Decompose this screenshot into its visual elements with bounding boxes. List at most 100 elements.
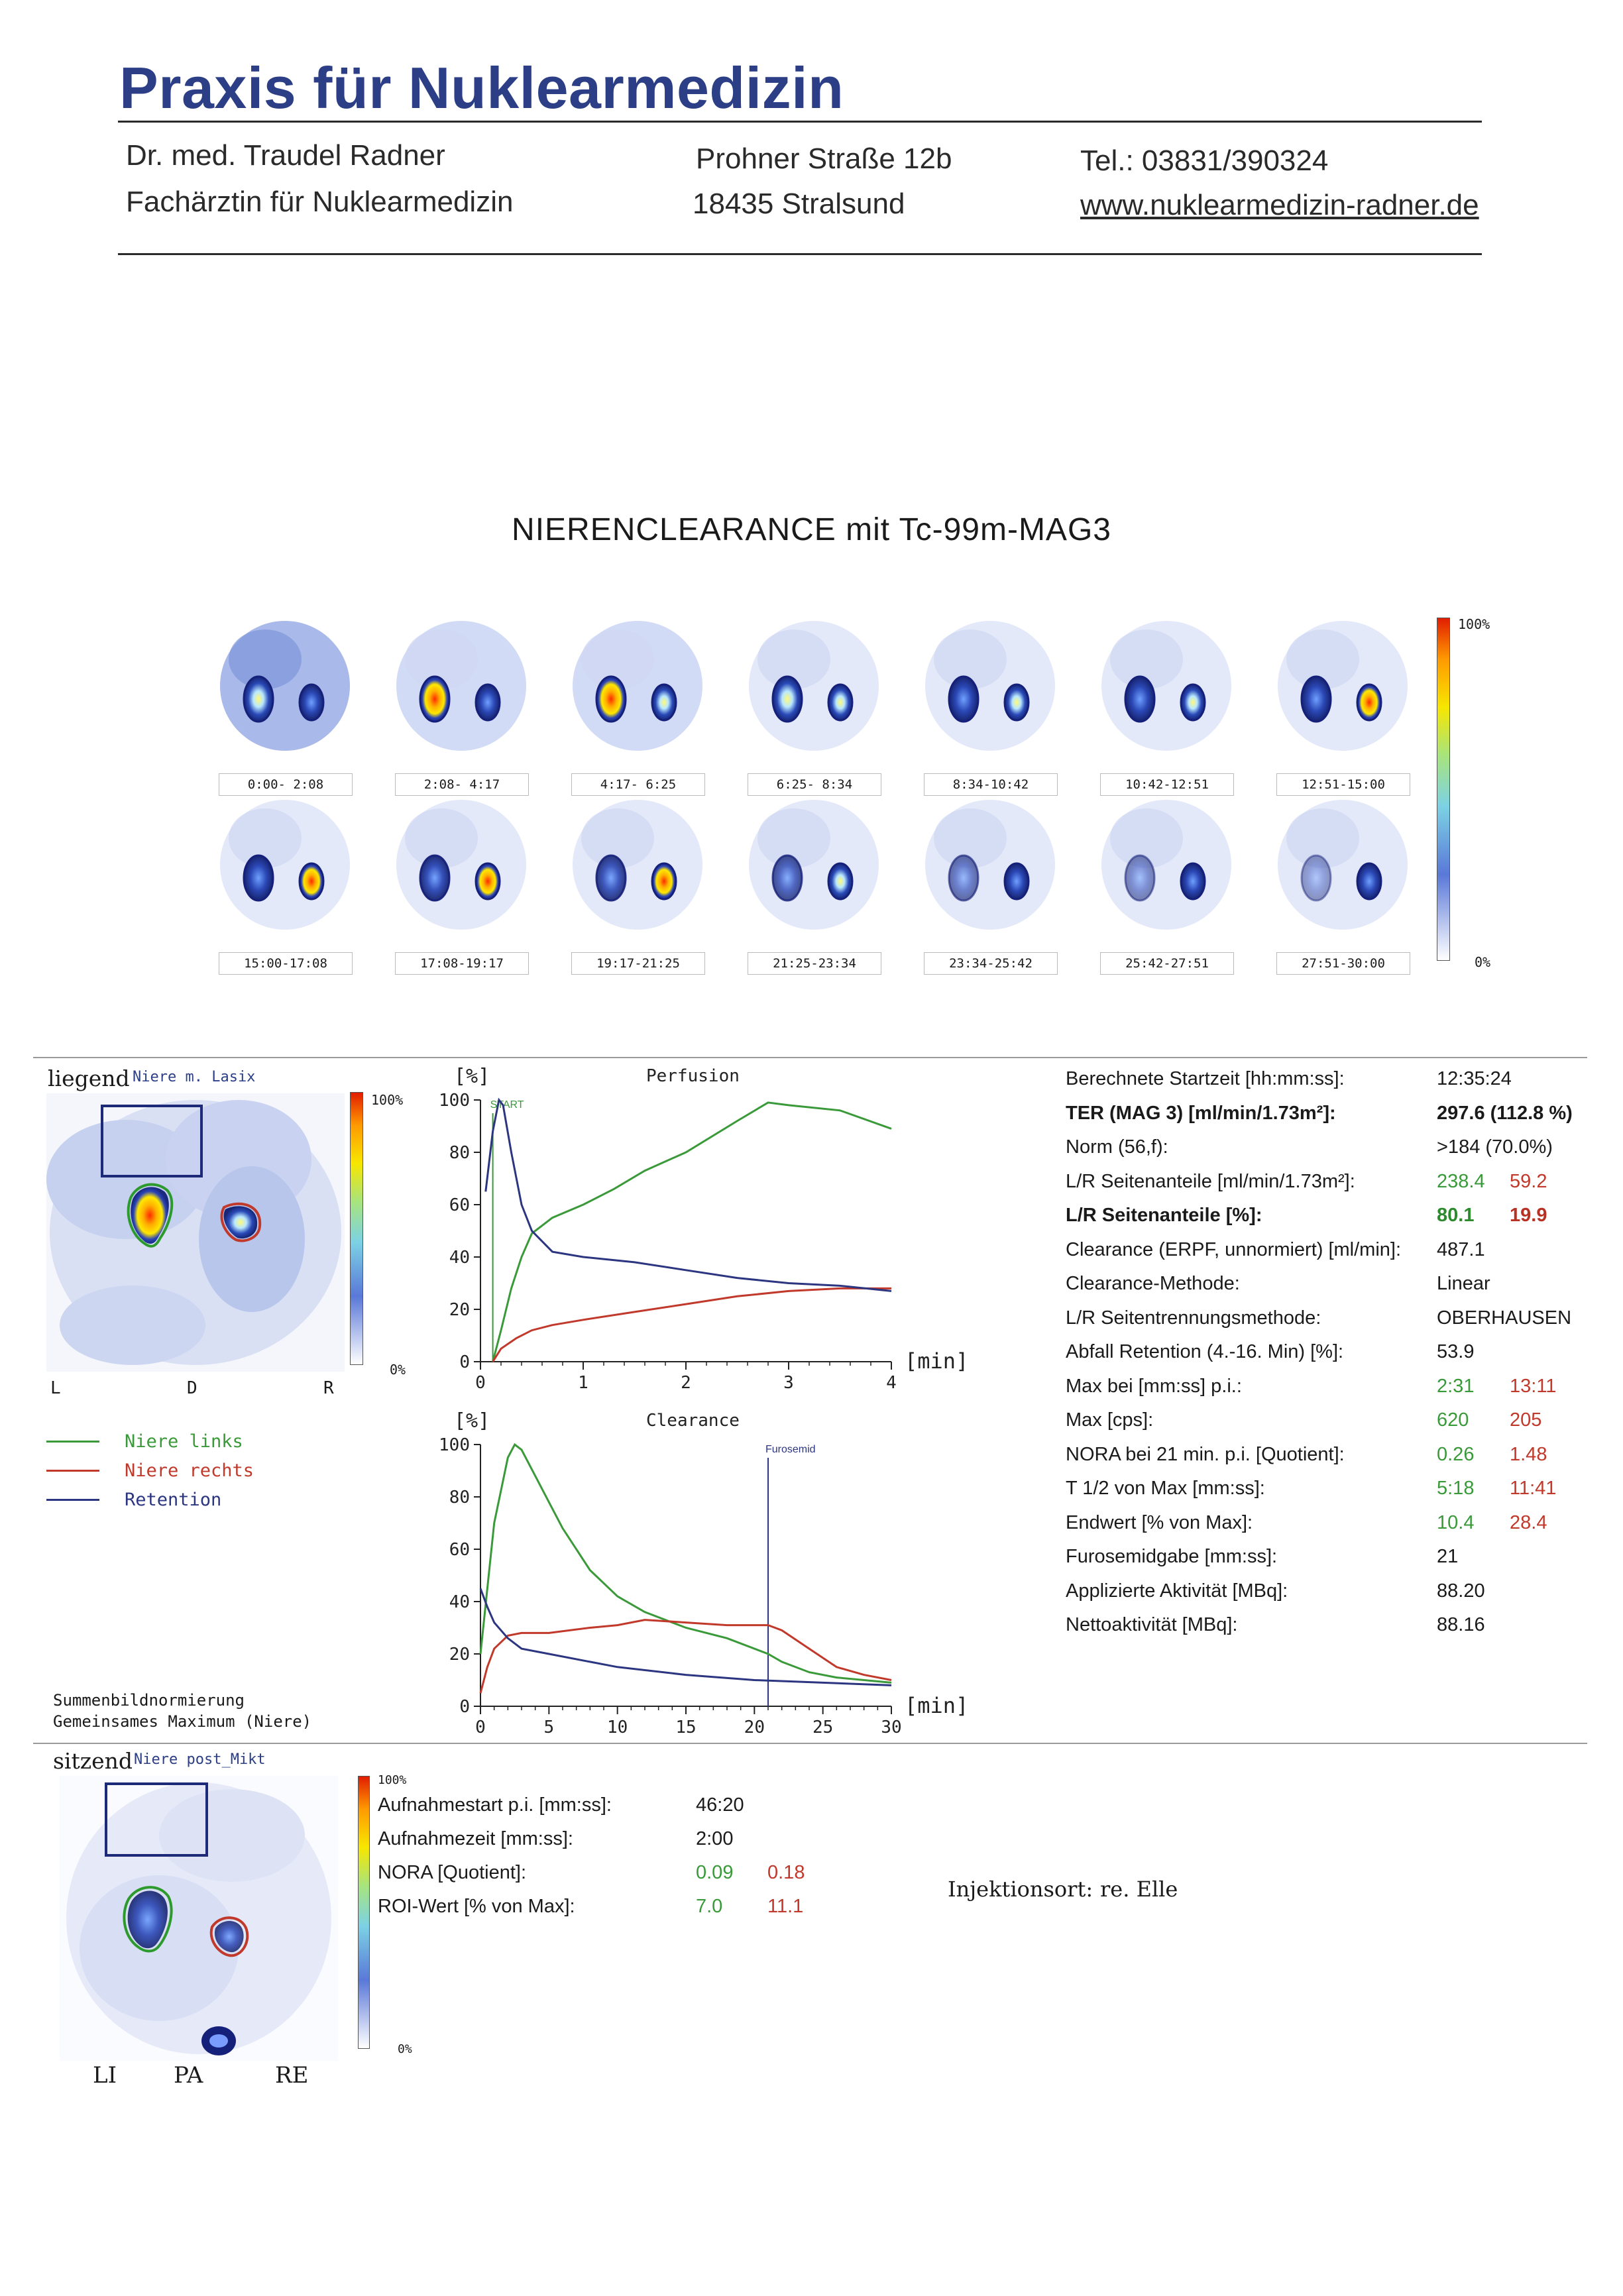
sitting-value: 46:20 bbox=[696, 1794, 744, 1816]
sequence-frame bbox=[219, 620, 351, 785]
x-tick-label: 15 bbox=[675, 1718, 696, 1737]
image-label: Niere m. Lasix bbox=[133, 1069, 256, 1085]
legend-swatch bbox=[46, 1499, 99, 1501]
result-label: Berechnete Startzeit [hh:mm:ss]: bbox=[1066, 1068, 1345, 1089]
frame-time-label: 15:00-17:08 bbox=[219, 952, 353, 975]
frame-time-label: 25:42-27:51 bbox=[1100, 952, 1234, 975]
result-value: 620 bbox=[1437, 1409, 1469, 1431]
sitting-kidney-image bbox=[60, 1776, 338, 2061]
website-link[interactable]: www.nuklearmedizin-radner.de bbox=[1080, 189, 1479, 221]
frame-time-label: 10:42-12:51 bbox=[1100, 773, 1234, 796]
frame-image bbox=[573, 800, 702, 930]
x-tick-label: 1 bbox=[578, 1373, 588, 1393]
legend-label: Niere links bbox=[125, 1431, 243, 1452]
practice-name: Praxis für Nuklearmedizin bbox=[119, 55, 844, 121]
legend-item: Retention bbox=[46, 1490, 221, 1510]
supine-scale-max: 100% bbox=[371, 1092, 404, 1108]
marker-label: START bbox=[490, 1099, 524, 1111]
result-label: Endwert [% von Max]: bbox=[1066, 1511, 1253, 1533]
sitting-label: Aufnahmestart p.i. [mm:ss]: bbox=[378, 1794, 612, 1816]
result-label: L/R Seitenanteile [%]: bbox=[1066, 1205, 1262, 1226]
result-value: >184 (70.0%) bbox=[1437, 1136, 1553, 1158]
result-value: 10.4 bbox=[1437, 1511, 1475, 1533]
series-line bbox=[484, 1097, 892, 1292]
sitting-scale-max: 100% bbox=[378, 1773, 407, 1787]
result-label: L/R Seitentrennungsmethode: bbox=[1066, 1307, 1321, 1329]
y-tick-label: 40 bbox=[449, 1592, 470, 1612]
phone-number: Tel.: 03831/390324 bbox=[1080, 144, 1329, 177]
result-value: 80.1 bbox=[1437, 1205, 1475, 1226]
x-tick-label: 25 bbox=[812, 1718, 833, 1737]
sequence-frame bbox=[748, 798, 880, 964]
result-value: 5:18 bbox=[1437, 1478, 1475, 1499]
normalization-line-2: Gemeinsames Maximum (Niere) bbox=[53, 1712, 312, 1731]
sitting-value-right: 11.1 bbox=[767, 1896, 804, 1917]
sequence-frame bbox=[1276, 620, 1409, 785]
frame-image bbox=[925, 621, 1055, 751]
x-axis-label: [min] bbox=[905, 1693, 968, 1718]
injection-site: re. Elle bbox=[1100, 1877, 1178, 1902]
x-tick-label: 4 bbox=[886, 1373, 897, 1393]
frame-image bbox=[749, 800, 879, 930]
result-value-right: 11:41 bbox=[1510, 1478, 1557, 1499]
y-tick-label: 20 bbox=[449, 1300, 470, 1320]
frame-time-label: 23:34-25:42 bbox=[924, 952, 1058, 975]
result-value: 12:35:24 bbox=[1437, 1068, 1512, 1089]
clearance-chart: Clearance [%] [min] 0 20 40 60 80 100 0 5 10 15 20 25 3… bbox=[439, 1409, 968, 1737]
result-label: Max [cps]: bbox=[1066, 1409, 1154, 1431]
sequence-frame bbox=[1100, 620, 1233, 785]
y-tick-label: 100 bbox=[439, 1091, 470, 1111]
sequence-frame bbox=[571, 620, 704, 785]
doctor-name: Dr. med. Traudel Radner bbox=[126, 139, 445, 172]
result-value: OBERHAUSEN bbox=[1437, 1307, 1572, 1329]
sequence-scale-max: 100% bbox=[1458, 616, 1490, 632]
frame-image bbox=[220, 621, 350, 751]
sequence-frame bbox=[748, 620, 880, 785]
sitting-label: NORA [Quotient]: bbox=[378, 1862, 527, 1883]
frame-image bbox=[220, 800, 350, 930]
sitting-image-label: Niere post_Mikt bbox=[134, 1751, 266, 1768]
address-city: 18435 Stralsund bbox=[693, 188, 905, 220]
x-tick-label: 20 bbox=[744, 1718, 765, 1737]
result-value-right: 1.48 bbox=[1510, 1443, 1547, 1465]
orient-right: R bbox=[323, 1378, 334, 1398]
result-label: Clearance (ERPF, unnormiert) [ml/min]: bbox=[1066, 1238, 1402, 1260]
sitting-value: 0.09 bbox=[696, 1862, 734, 1883]
y-axis-label: [%] bbox=[454, 1065, 490, 1088]
legend-label: Niere rechts bbox=[125, 1460, 254, 1481]
x-tick-label: 0 bbox=[475, 1718, 486, 1737]
address-street: Prohner Straße 12b bbox=[696, 142, 952, 175]
legend-swatch bbox=[46, 1470, 99, 1472]
result-label: TER (MAG 3) [ml/min/1.73m²]: bbox=[1066, 1102, 1336, 1124]
sequence-frame bbox=[395, 798, 528, 964]
x-tick-label: 2 bbox=[681, 1373, 691, 1393]
sequence-frame bbox=[1100, 798, 1233, 964]
series-line bbox=[479, 1443, 892, 1684]
sequence-frame bbox=[924, 620, 1056, 785]
frame-image bbox=[396, 621, 526, 751]
sequence-color-scale bbox=[1437, 618, 1450, 961]
result-value: 297.6 (112.8 %) bbox=[1437, 1102, 1573, 1124]
frame-time-label: 12:51-15:00 bbox=[1276, 773, 1410, 796]
separator-1 bbox=[33, 1057, 1587, 1058]
result-label: L/R Seitenanteile [ml/min/1.73m²]: bbox=[1066, 1170, 1355, 1192]
result-label: Max bei [mm:ss] p.i.: bbox=[1066, 1375, 1242, 1397]
sitting-position-label: sitzend bbox=[53, 1748, 133, 1774]
sequence-frame bbox=[571, 798, 704, 964]
sitting-value: 2:00 bbox=[696, 1828, 734, 1849]
supine-color-scale bbox=[350, 1092, 363, 1365]
result-value: 487.1 bbox=[1437, 1238, 1485, 1260]
frame-image bbox=[396, 800, 526, 930]
sitting-label: Aufnahmezeit [mm:ss]: bbox=[378, 1828, 573, 1849]
normalization-line-1: Summenbildnormierung bbox=[53, 1691, 245, 1710]
legend-item: Niere links bbox=[46, 1431, 243, 1452]
supine-kidney-image bbox=[46, 1093, 345, 1372]
y-tick-label: 20 bbox=[449, 1645, 470, 1665]
doctor-specialty: Fachärztin für Nuklearmedizin bbox=[126, 186, 514, 218]
sequence-scale-min: 0% bbox=[1475, 954, 1491, 970]
result-value: Linear bbox=[1437, 1273, 1490, 1294]
sequence-frame bbox=[924, 798, 1056, 964]
result-label: NORA bei 21 min. p.i. [Quotient]: bbox=[1066, 1443, 1345, 1465]
x-tick-label: 10 bbox=[607, 1718, 628, 1737]
chart-title: Clearance bbox=[646, 1411, 740, 1431]
